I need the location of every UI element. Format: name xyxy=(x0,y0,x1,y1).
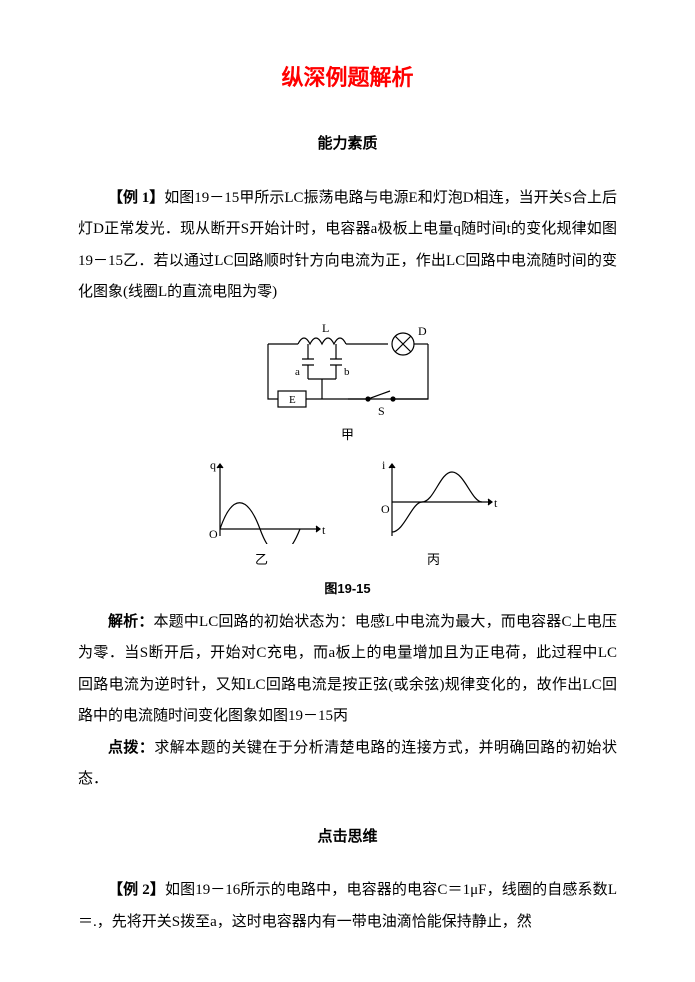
circuit-row: L a b D E S 甲 xyxy=(78,319,617,448)
label-b: b xyxy=(344,366,350,378)
tip-label: 点拨： xyxy=(108,740,154,756)
example-2-label: 【例 2】 xyxy=(108,882,165,898)
document-page: 纵深例题解析 能力素质 【例 1】如图19－15甲所示LC振荡电路与电源E和灯泡… xyxy=(0,0,695,982)
label-S: S xyxy=(378,404,385,418)
graph-right-origin: O xyxy=(381,502,390,516)
section-heading-2: 点击思维 xyxy=(78,822,617,854)
graphs-row: q t O 乙 i t xyxy=(78,454,617,573)
label-L: L xyxy=(322,321,329,335)
tip-body: 求解本题的关键在于分析清楚电路的连接方式，并明确回路的初始状态． xyxy=(78,740,617,788)
graph-left-wrapper: q t O 乙 xyxy=(192,454,332,573)
circuit-diagram: L a b D E S xyxy=(248,319,448,419)
graph-right-caption: 丙 xyxy=(364,546,504,573)
graph-right-xlabel: t xyxy=(494,496,498,510)
graph-left: q t O xyxy=(192,454,332,544)
page-title: 纵深例题解析 xyxy=(78,55,617,101)
graph-left-origin: O xyxy=(209,527,218,541)
graph-right-ylabel: i xyxy=(382,458,386,472)
figure-block: L a b D E S 甲 xyxy=(78,319,617,603)
figure-number: 图19-15 xyxy=(78,575,617,602)
graph-left-ylabel: q xyxy=(210,458,216,472)
graph-right: i t O xyxy=(364,454,504,544)
section-heading-1: 能力素质 xyxy=(78,129,617,161)
label-D: D xyxy=(418,324,427,338)
example-1-label: 【例 1】 xyxy=(108,190,164,206)
analysis-body: 本题中LC回路的初始状态为：电感L中电流为最大，而电容器C上电压为零．当S断开后… xyxy=(78,614,617,725)
label-a: a xyxy=(295,366,300,378)
example-1-paragraph: 【例 1】如图19－15甲所示LC振荡电路与电源E和灯泡D相连，当开关S合上后灯… xyxy=(78,183,617,309)
analysis-paragraph: 解析：本题中LC回路的初始状态为：电感L中电流为最大，而电容器C上电压为零．当S… xyxy=(78,607,617,733)
circuit-wrapper: L a b D E S 甲 xyxy=(248,319,448,448)
circuit-caption: 甲 xyxy=(248,421,448,448)
label-E: E xyxy=(289,394,296,406)
graph-left-caption: 乙 xyxy=(192,546,332,573)
graph-right-wrapper: i t O 丙 xyxy=(364,454,504,573)
example-1-body: 如图19－15甲所示LC振荡电路与电源E和灯泡D相连，当开关S合上后灯D正常发光… xyxy=(78,190,617,301)
graph-left-xlabel: t xyxy=(322,523,326,537)
analysis-label: 解析： xyxy=(108,614,154,630)
tip-paragraph: 点拨：求解本题的关键在于分析清楚电路的连接方式，并明确回路的初始状态． xyxy=(78,733,617,796)
example-2-paragraph: 【例 2】如图19－16所示的电路中，电容器的电容C＝1μF，线圈的自感系数L＝… xyxy=(78,875,617,938)
